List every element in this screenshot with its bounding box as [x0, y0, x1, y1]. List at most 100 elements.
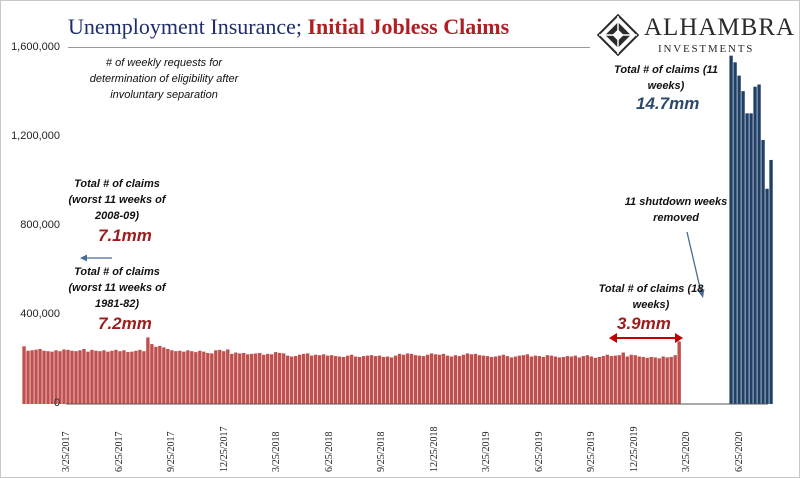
bar [401, 354, 406, 404]
bar [190, 351, 194, 404]
bar [433, 354, 438, 404]
bar [82, 348, 86, 404]
bar [146, 337, 150, 404]
x-tick-label: 12/25/2019 [629, 426, 640, 472]
bar [102, 350, 106, 404]
bar [493, 356, 498, 404]
bar [218, 349, 222, 404]
x-tick-label: 6/25/2019 [534, 431, 545, 472]
bar [62, 349, 66, 404]
bar [361, 356, 366, 404]
bar [46, 351, 50, 404]
bar [198, 350, 202, 404]
bar [669, 356, 673, 404]
bar [226, 349, 230, 404]
bar [214, 350, 218, 404]
bar [309, 355, 314, 404]
bar [266, 353, 270, 404]
bar [753, 86, 757, 404]
bar [409, 353, 414, 404]
bar [238, 353, 242, 404]
bar [429, 353, 434, 404]
bar [118, 351, 122, 404]
total-18w-label: Total # of claims (18 weeks) [598, 283, 704, 311]
bar [182, 351, 186, 404]
y-tick-label: 1,600,000 [11, 41, 60, 53]
bar [242, 352, 246, 404]
bar [609, 356, 613, 404]
bar [589, 356, 593, 404]
bar [445, 355, 450, 404]
bar [270, 354, 274, 404]
bar [425, 354, 430, 404]
bar [186, 350, 190, 404]
bar [98, 351, 102, 404]
bar [222, 351, 226, 404]
bar [481, 355, 486, 404]
bar [234, 352, 238, 404]
x-tick-label: 6/25/2018 [324, 431, 335, 472]
bar [393, 355, 398, 404]
x-tick-label: 6/25/2020 [734, 431, 745, 472]
x-tick-label: 6/25/2017 [114, 431, 125, 472]
bar [513, 356, 518, 404]
bar [290, 356, 294, 404]
bar [357, 356, 362, 404]
bar [437, 354, 442, 404]
bar [397, 353, 402, 404]
total-1981-value: 7.2mm [98, 314, 152, 333]
total-2008-label: Total # of claims (worst 11 weeks of 200… [68, 178, 166, 222]
bar [126, 352, 130, 404]
total-18w-value: 3.9mm [617, 314, 671, 333]
bar [262, 354, 266, 404]
bar [509, 357, 514, 404]
bar [313, 354, 318, 404]
bar [569, 356, 573, 404]
bar [657, 358, 661, 404]
shutdown-removed-note: 11 shutdown weeks removed [624, 196, 728, 224]
x-tick-label: 9/25/2017 [166, 431, 177, 472]
bar [294, 356, 298, 404]
bar [577, 357, 581, 404]
bar [325, 355, 330, 404]
alhambra-logo: ALHAMBRA INVESTMENTS [596, 10, 796, 60]
bar [633, 355, 637, 404]
bar [74, 351, 78, 404]
bar [533, 355, 538, 404]
bar [341, 356, 346, 404]
bar [581, 356, 585, 404]
bar [26, 350, 30, 404]
bar [525, 354, 530, 404]
bar [333, 356, 338, 404]
bar [202, 351, 206, 404]
y-tick-label: 800,000 [20, 219, 60, 231]
bar [134, 350, 138, 404]
bar [329, 355, 334, 404]
title-part-2: Initial Jobless Claims [307, 14, 510, 39]
bar [477, 355, 482, 404]
bar [22, 346, 26, 404]
bar [449, 356, 454, 404]
bar [629, 354, 633, 404]
bar [250, 353, 254, 404]
bar [258, 352, 262, 404]
bar [122, 350, 126, 404]
arrow-shutdown-icon [686, 231, 705, 298]
bar [106, 351, 110, 404]
bar [441, 353, 446, 404]
bar [741, 91, 745, 404]
bar [465, 353, 470, 404]
bar [653, 357, 657, 404]
bar [302, 353, 306, 404]
bar [661, 356, 665, 404]
bar [457, 356, 462, 404]
bar [537, 356, 542, 404]
bar [305, 353, 310, 404]
bar [365, 355, 370, 404]
logo-name: ALHAMBRA [644, 14, 796, 41]
bar [677, 341, 681, 404]
bar [385, 356, 390, 404]
chart-title: Unemployment Insurance; Initial Jobless … [68, 14, 509, 40]
bar [150, 344, 154, 404]
